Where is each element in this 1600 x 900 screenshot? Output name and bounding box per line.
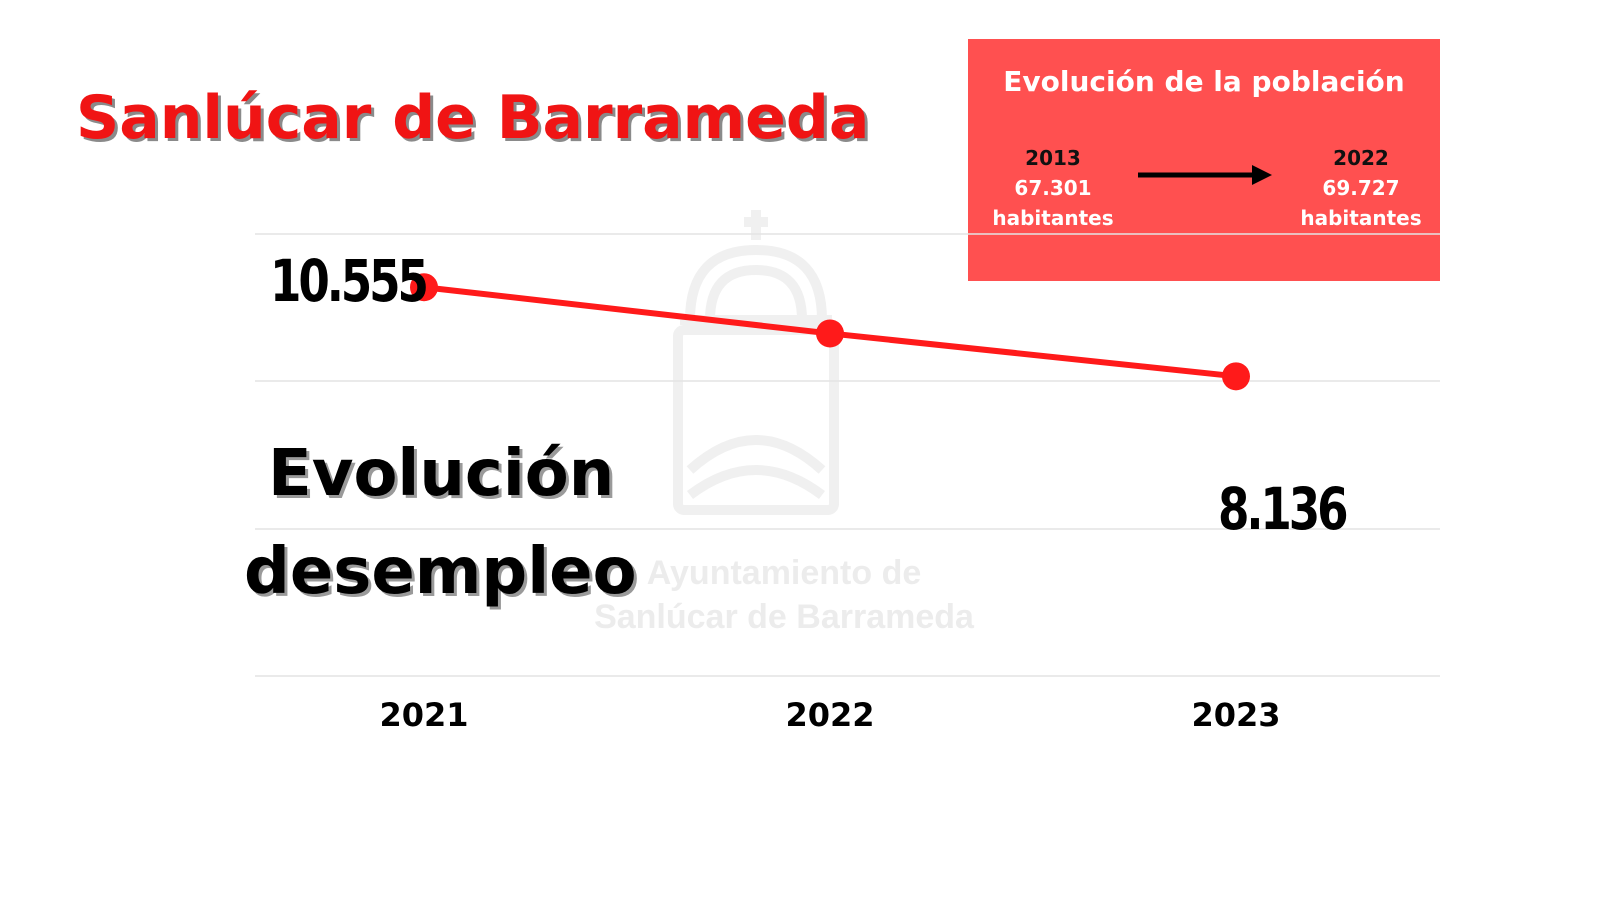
population-end-unit: habitantes [1300, 206, 1422, 230]
data-point-2021 [410, 273, 438, 302]
population-start: 2013 67.301 habitantes [968, 143, 1138, 233]
population-start-value: 67.301 [1014, 176, 1092, 200]
watermark-line2: Sanlúcar de Barrameda [594, 598, 974, 636]
x-tick-2022: 2022 [785, 696, 875, 734]
page-title: Sanlúcar de Barrameda [76, 83, 870, 153]
population-box: Evolución de la población 2013 67.301 ha… [968, 39, 1440, 281]
watermark-line1: Ayuntamiento de [646, 554, 922, 592]
population-title: Evolución de la población [1003, 65, 1405, 98]
x-tick-2021: 2021 [379, 696, 469, 734]
chart-subtitle-line2: desempleo [244, 535, 637, 609]
population-start-unit: habitantes [992, 206, 1114, 230]
population-end: 2022 69.727 habitantes [1276, 143, 1446, 233]
chart-subtitle-line1: Evolución [268, 437, 615, 511]
population-end-year: 2022 [1333, 146, 1389, 170]
population-end-value: 69.727 [1322, 176, 1400, 200]
arrow-right-icon [1138, 165, 1272, 185]
data-label-first: 10.555 [270, 247, 429, 315]
data-point-2023 [1222, 362, 1250, 391]
data-label-last: 8.136 [1218, 475, 1349, 543]
population-start-year: 2013 [1025, 146, 1081, 170]
x-tick-2023: 2023 [1191, 696, 1281, 734]
data-point-2022 [816, 319, 844, 348]
